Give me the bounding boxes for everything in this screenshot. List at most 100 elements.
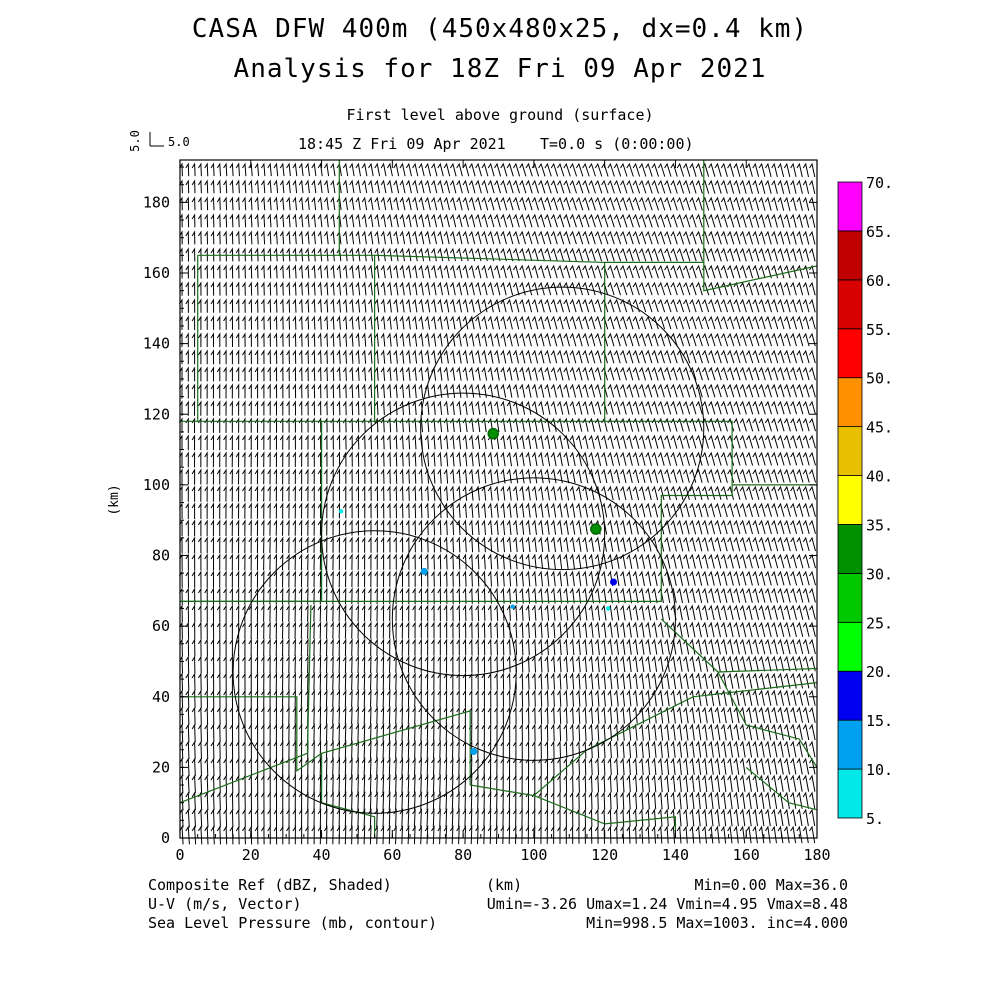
- wind-arrow: [349, 723, 353, 742]
- wind-arrow: [790, 570, 798, 586]
- wind-arrow: [223, 655, 227, 674]
- wind-arrow: [349, 451, 353, 467]
- wind-arrow: [620, 655, 626, 673]
- wind-arrow: [494, 672, 498, 690]
- wind-arrow: [431, 332, 437, 347]
- wind-arrow: [714, 451, 722, 466]
- wind-arrow: [191, 247, 196, 262]
- wind-arrow: [380, 757, 385, 776]
- wind-arrow: [563, 791, 567, 810]
- wind-arrow: [657, 179, 666, 194]
- wind-arrow: [670, 825, 676, 844]
- wind-arrow: [494, 213, 501, 228]
- wind-arrow: [607, 434, 614, 449]
- wind-arrow: [468, 196, 476, 211]
- wind-arrow: [544, 621, 549, 638]
- wind-arrow: [563, 672, 568, 690]
- wind-arrow: [512, 196, 520, 211]
- wind-arrow: [746, 638, 753, 655]
- wind-arrow: [361, 213, 367, 228]
- wind-arrow: [242, 332, 246, 348]
- wind-arrow: [437, 451, 442, 467]
- wind-arrow: [790, 264, 797, 279]
- wind-arrow: [242, 519, 246, 536]
- wind-arrow: [809, 298, 816, 313]
- wind-arrow: [758, 247, 766, 262]
- wind-arrow: [223, 383, 227, 399]
- wind-arrow: [487, 366, 494, 381]
- wind-arrow: [185, 366, 189, 382]
- wind-arrow: [752, 604, 760, 620]
- wind-arrow: [676, 740, 683, 758]
- wind-arrow: [494, 162, 502, 177]
- wind-arrow: [613, 621, 620, 638]
- wind-arrow: [632, 230, 640, 245]
- wind-arrow: [531, 672, 536, 690]
- wind-arrow: [494, 349, 500, 364]
- wind-arrow: [487, 264, 495, 279]
- wind-arrow: [361, 315, 367, 330]
- wind-arrow: [626, 485, 633, 501]
- wind-arrow: [393, 349, 398, 364]
- wind-arrow: [311, 587, 315, 605]
- wind-arrow: [777, 519, 785, 535]
- wind-arrow: [260, 638, 265, 657]
- wind-arrow: [305, 349, 309, 364]
- wind-arrow: [582, 740, 587, 759]
- wind-arrow: [248, 468, 252, 485]
- wind-arrow: [368, 451, 372, 467]
- wind-arrow: [191, 553, 196, 571]
- wind-arrow: [727, 723, 734, 741]
- wind-arrow: [418, 281, 424, 296]
- wind-arrow: [575, 485, 582, 501]
- wind-arrow: [569, 774, 574, 793]
- wind-arrow: [752, 757, 759, 775]
- wind-arrow: [512, 757, 517, 776]
- wind-arrow: [235, 434, 240, 451]
- wind-arrow: [462, 519, 467, 536]
- wind-arrow: [254, 638, 259, 657]
- wind-arrow: [380, 519, 385, 536]
- wind-arrow: [374, 604, 378, 622]
- wind-arrow: [349, 570, 353, 588]
- wind-arrow: [506, 264, 514, 279]
- wind-arrow: [764, 468, 772, 483]
- wind-arrow: [336, 706, 341, 725]
- wind-arrow: [235, 179, 240, 194]
- wind-arrow: [273, 451, 278, 468]
- wind-arrow: [197, 468, 202, 485]
- wind-arrow: [380, 281, 386, 296]
- wind-arrow: [519, 196, 527, 211]
- wind-arrow: [216, 638, 221, 657]
- wind-arrow: [512, 315, 520, 330]
- wind-arrow: [575, 621, 581, 638]
- wind-arrow: [368, 587, 372, 605]
- colorbar-bin: [837, 328, 863, 379]
- wind-arrow: [519, 672, 524, 690]
- wind-arrow: [273, 791, 277, 811]
- wind-arrow: [588, 689, 594, 707]
- wind-arrow: [783, 366, 791, 381]
- wind-arrow: [500, 791, 504, 810]
- wind-arrow: [393, 570, 397, 587]
- wind-arrow: [481, 213, 489, 228]
- wind-arrow: [260, 230, 266, 245]
- wind-arrow: [752, 672, 759, 689]
- wind-arrow: [380, 689, 385, 708]
- wind-arrow: [777, 332, 785, 347]
- wind-arrow: [519, 434, 525, 450]
- wind-arrow: [651, 757, 657, 776]
- wind-arrow: [714, 774, 721, 792]
- wind-arrow: [714, 247, 722, 262]
- wind-arrow: [557, 502, 563, 518]
- wind-arrow: [531, 332, 539, 347]
- wind-arrow: [802, 434, 810, 449]
- level-subtitle: First level above ground (surface): [346, 106, 654, 124]
- wind-arrow: [752, 298, 760, 313]
- wind-arrow: [210, 587, 214, 605]
- wind-arrow: [412, 315, 418, 330]
- wind-arrow: [254, 672, 259, 691]
- wind-arrow: [298, 196, 304, 211]
- wind-arrow: [506, 519, 512, 535]
- wind-arrow: [708, 247, 716, 262]
